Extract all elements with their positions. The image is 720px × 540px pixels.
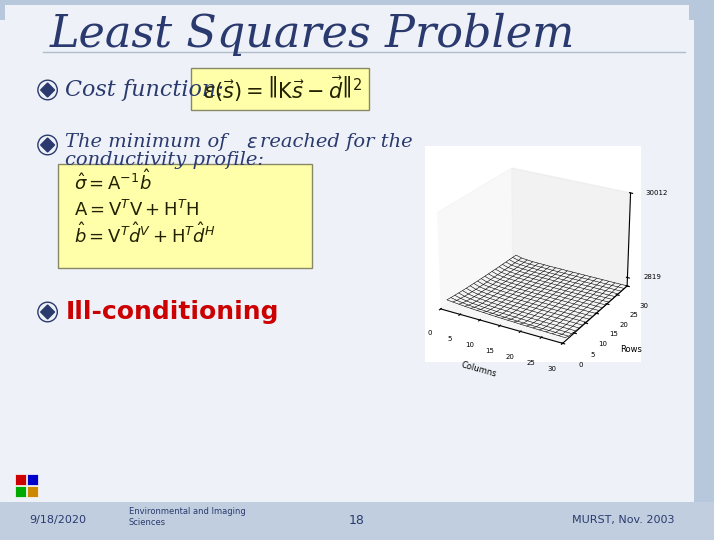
Text: $\varepsilon(\vec{s})=\left\|\mathrm{K}\vec{s}-\vec{d}\right\|^2$: $\varepsilon(\vec{s})=\left\|\mathrm{K}\… bbox=[203, 74, 362, 104]
Text: 9/18/2020: 9/18/2020 bbox=[30, 515, 86, 525]
Text: Structure and coefficients of A: Structure and coefficients of A bbox=[428, 284, 623, 296]
Text: $\hat{\sigma} = \mathrm{A}^{-1}\hat{b}$: $\hat{\sigma} = \mathrm{A}^{-1}\hat{b}$ bbox=[74, 170, 152, 194]
Polygon shape bbox=[40, 305, 55, 319]
Text: Least Squares Problem: Least Squares Problem bbox=[50, 12, 575, 56]
Text: Environmental and Imaging
Sciences: Environmental and Imaging Sciences bbox=[129, 507, 246, 526]
Polygon shape bbox=[40, 138, 55, 152]
Text: 18: 18 bbox=[349, 514, 365, 526]
FancyBboxPatch shape bbox=[0, 502, 714, 540]
FancyBboxPatch shape bbox=[27, 486, 37, 497]
FancyBboxPatch shape bbox=[15, 486, 26, 497]
X-axis label: Columns: Columns bbox=[460, 361, 498, 379]
Text: MURST, Nov. 2003: MURST, Nov. 2003 bbox=[572, 515, 674, 525]
FancyBboxPatch shape bbox=[15, 474, 26, 485]
Text: Cost function:: Cost function: bbox=[66, 79, 224, 101]
FancyBboxPatch shape bbox=[27, 474, 37, 485]
FancyBboxPatch shape bbox=[5, 5, 689, 50]
Text: $\mathrm{A} = \mathrm{V}^T\mathrm{V} + \mathrm{H}^T\mathrm{H}$: $\mathrm{A} = \mathrm{V}^T\mathrm{V} + \… bbox=[74, 200, 199, 220]
Text: $\varepsilon$: $\varepsilon$ bbox=[246, 132, 258, 152]
Text: Ill-conditioning: Ill-conditioning bbox=[66, 300, 279, 324]
Text: reached for the: reached for the bbox=[260, 133, 413, 151]
Text: conductivity profile:: conductivity profile: bbox=[66, 151, 264, 169]
Y-axis label: Rows: Rows bbox=[621, 345, 642, 354]
Text: The minimum of: The minimum of bbox=[66, 133, 227, 151]
FancyBboxPatch shape bbox=[192, 68, 369, 110]
FancyBboxPatch shape bbox=[0, 0, 714, 20]
FancyBboxPatch shape bbox=[694, 0, 714, 540]
FancyBboxPatch shape bbox=[58, 164, 312, 268]
Polygon shape bbox=[40, 83, 55, 97]
Text: $\hat{b} = \mathrm{V}^T\hat{d}^V + \mathrm{H}^T\hat{d}^H$: $\hat{b} = \mathrm{V}^T\hat{d}^V + \math… bbox=[74, 222, 216, 247]
